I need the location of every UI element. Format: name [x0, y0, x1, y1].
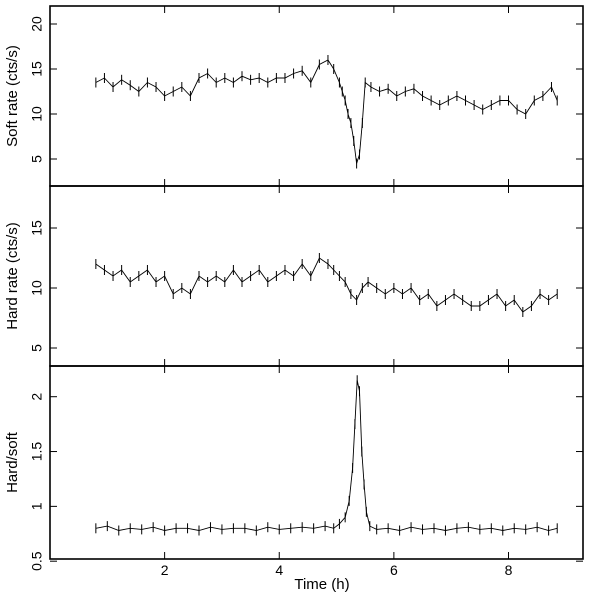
panel-3-y-axis-label: Hard/soft — [4, 431, 21, 493]
x-tick-label-3: 8 — [505, 562, 513, 578]
panels-layer: 5 10 15 20 Soft rate (cts/s) 5 10 15 Hard rate (… — [4, 5, 584, 578]
panel-2: 5 10 15 Hard rate (cts/s) — [4, 185, 584, 367]
panel-2-y-axis-label: Hard rate (cts/s) — [4, 222, 21, 330]
panel-1: 5 10 15 20 Soft rate (cts/s) — [4, 5, 584, 187]
panel-3-frame — [49, 365, 584, 560]
panel-2-frame — [49, 185, 584, 367]
panel-1-ytick-label-1: 10 — [29, 106, 45, 122]
panel-1-ytick-label-3: 20 — [29, 16, 45, 32]
panel-3-ytick-label-3: 2 — [29, 393, 45, 401]
panel-3-series-0 — [95, 375, 558, 536]
x-tick-label-1: 4 — [275, 562, 283, 578]
x-axis-label: Time (h) — [294, 576, 349, 593]
x-tick-label-0: 2 — [161, 562, 169, 578]
panel-1-ytick-label-2: 15 — [29, 61, 45, 77]
panel-1-y-axis-label: Soft rate (cts/s) — [4, 45, 21, 147]
panel-2-ytick-label-2: 15 — [29, 220, 45, 236]
panel-2-series-0 — [95, 253, 558, 317]
panel-2-ytick-label-0: 5 — [29, 344, 45, 352]
panel-3-series-line — [95, 380, 558, 531]
panel-1-frame — [49, 5, 584, 187]
panel-2-ytick-label-1: 10 — [29, 280, 45, 296]
panel-1-series-line — [95, 59, 558, 164]
panel-1-ytick-label-0: 5 — [29, 155, 45, 163]
panel-3-ytick-label-2: 1.5 — [29, 442, 45, 462]
panel-1-series-0 — [95, 55, 558, 169]
panel-3-ytick-label-1: 1 — [29, 502, 45, 510]
panel-3: 0.5 1 1.5 2 Hard/soft 2 4 6 8 — [4, 365, 584, 578]
panel-3-ytick-label-0: 0.5 — [29, 551, 45, 571]
x-tick-label-2: 6 — [390, 562, 398, 578]
